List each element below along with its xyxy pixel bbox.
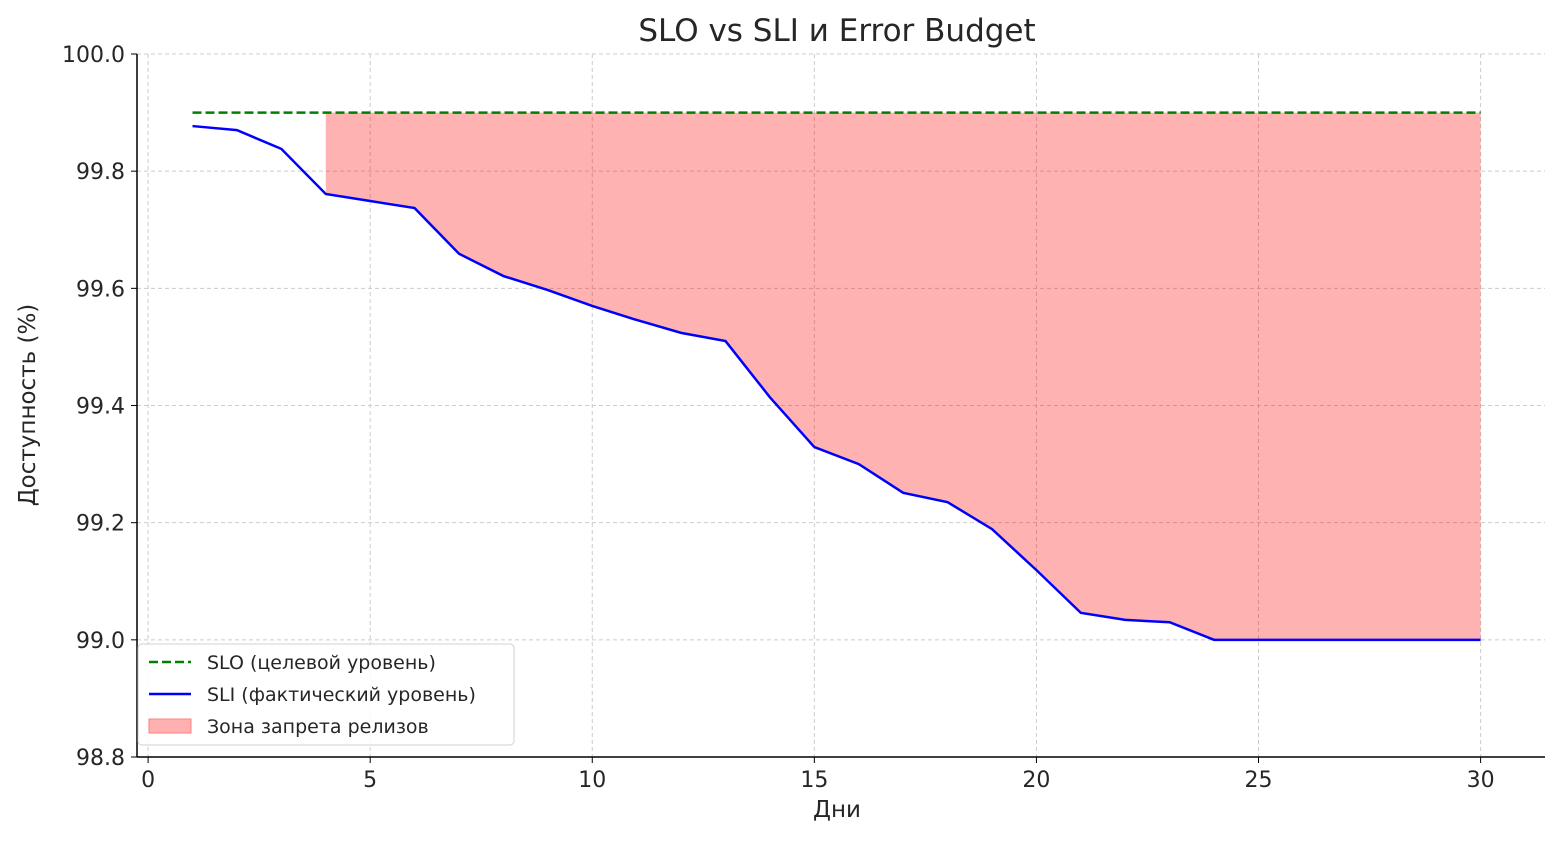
y-tick-label: 100.0 xyxy=(62,43,125,68)
x-tick-label: 10 xyxy=(578,768,606,793)
x-axis-label: Дни xyxy=(813,797,861,823)
legend-fill-swatch xyxy=(148,718,192,734)
legend: SLO (целевой уровень) SLI (фактический у… xyxy=(137,643,515,746)
axes: 0 5 10 15 20 25 30 98.8 99.0 99.2 99.4 99.6 99.8 100.… xyxy=(62,43,1545,793)
x-tick-label: 25 xyxy=(1245,768,1273,793)
x-tick-label: 20 xyxy=(1022,768,1050,793)
legend-fill-label: Зона запрета релизов xyxy=(207,716,429,738)
y-tick-label: 98.8 xyxy=(76,746,125,771)
x-tick-label: 15 xyxy=(800,768,828,793)
x-tick-label: 5 xyxy=(363,768,377,793)
y-tick-label: 99.2 xyxy=(76,512,125,537)
release-freeze-zone xyxy=(325,112,1481,640)
x-tick-label: 30 xyxy=(1467,768,1495,793)
sli-line xyxy=(192,124,1481,642)
legend-slo-label: SLO (целевой уровень) xyxy=(207,652,436,674)
y-tick-label: 99.8 xyxy=(76,160,125,185)
y-axis-label: Доступность (%) xyxy=(15,304,41,507)
y-tick-label: 99.4 xyxy=(76,395,125,420)
y-tick-label: 99.6 xyxy=(76,277,125,302)
chart-title: SLO vs SLI и Error Budget xyxy=(638,13,1035,49)
y-tick-label: 99.0 xyxy=(76,629,125,654)
legend-sli-label: SLI (фактический уровень) xyxy=(207,684,476,706)
x-tick-label: 0 xyxy=(141,768,155,793)
